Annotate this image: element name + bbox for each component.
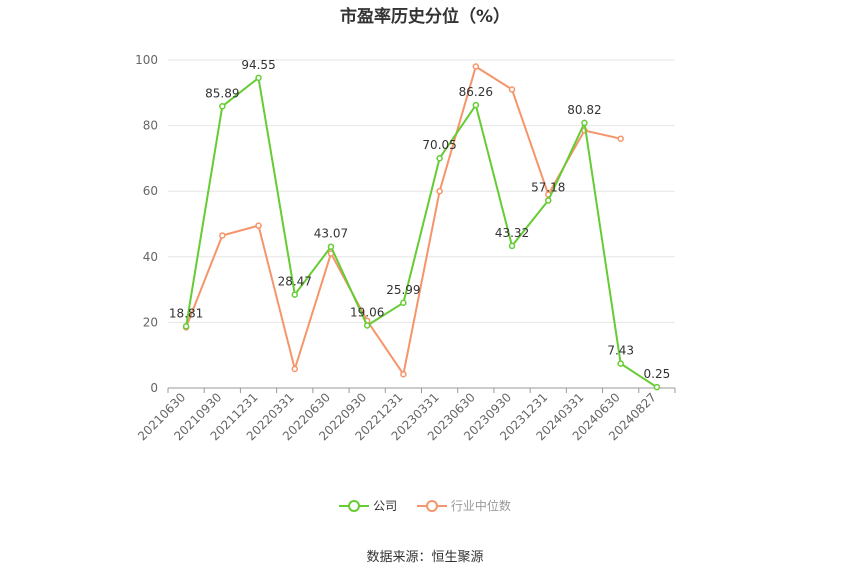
y-tick-label: 80 (143, 119, 158, 133)
y-tick-label: 40 (143, 250, 158, 264)
data-point-industry (400, 370, 407, 378)
data-point-company (400, 299, 407, 307)
data-point-company (617, 360, 624, 367)
data-point-industry (436, 187, 443, 195)
data-point-company (653, 383, 661, 391)
y-tick-label: 100 (135, 53, 158, 67)
data-point-company (255, 74, 262, 82)
data-label: 43.07 (314, 227, 348, 241)
data-label: 80.82 (567, 103, 601, 117)
series-line-company (185, 76, 658, 389)
y-tick-label: 60 (143, 184, 158, 198)
data-label: 70.05 (422, 138, 456, 152)
y-tick-label: 0 (150, 381, 158, 395)
legend-item-industry[interactable]: 行业中位数 (416, 497, 511, 514)
data-point-company (219, 103, 226, 110)
data-point-industry (617, 135, 624, 142)
data-label: 25.99 (386, 283, 420, 297)
legend: 公司 行业中位数 (0, 497, 850, 516)
data-point-company (436, 154, 443, 162)
data-point-industry (219, 232, 226, 239)
data-label: 19.06 (350, 305, 384, 319)
data-point-company (545, 197, 552, 204)
data-point-industry (255, 222, 262, 229)
legend-industry-icon (416, 499, 447, 512)
legend-industry-label: 行业中位数 (450, 499, 511, 513)
data-point-industry (291, 365, 298, 373)
data-label: 0.25 (644, 367, 671, 381)
data-point-industry (508, 86, 516, 93)
series-line-industry (185, 65, 621, 377)
legend-company-label: 公司 (373, 499, 398, 513)
data-point-company (581, 119, 588, 127)
data-label: 43.32 (495, 226, 529, 240)
legend-company-icon (339, 499, 370, 512)
legend-item-company[interactable]: 公司 (339, 497, 397, 514)
data-label: 57.18 (531, 180, 565, 194)
data-point-company (472, 101, 480, 109)
y-tick-label: 20 (143, 315, 158, 329)
data-point-company (291, 291, 298, 298)
chart-title: 市盈率历史分位（%） (339, 7, 511, 27)
data-label: 85.89 (205, 86, 239, 100)
data-label: 18.81 (169, 306, 203, 320)
data-point-company (363, 322, 371, 329)
data-label: 28.47 (278, 275, 312, 289)
data-label: 7.43 (607, 344, 634, 358)
data-point-company (508, 242, 516, 250)
data-point-company (182, 323, 190, 330)
source-note: 数据来源：恒生聚源 (366, 550, 484, 565)
data-label: 86.26 (459, 85, 493, 99)
data-label: 94.55 (241, 58, 275, 72)
data-point-industry (472, 63, 480, 70)
data-point-company (327, 243, 335, 250)
